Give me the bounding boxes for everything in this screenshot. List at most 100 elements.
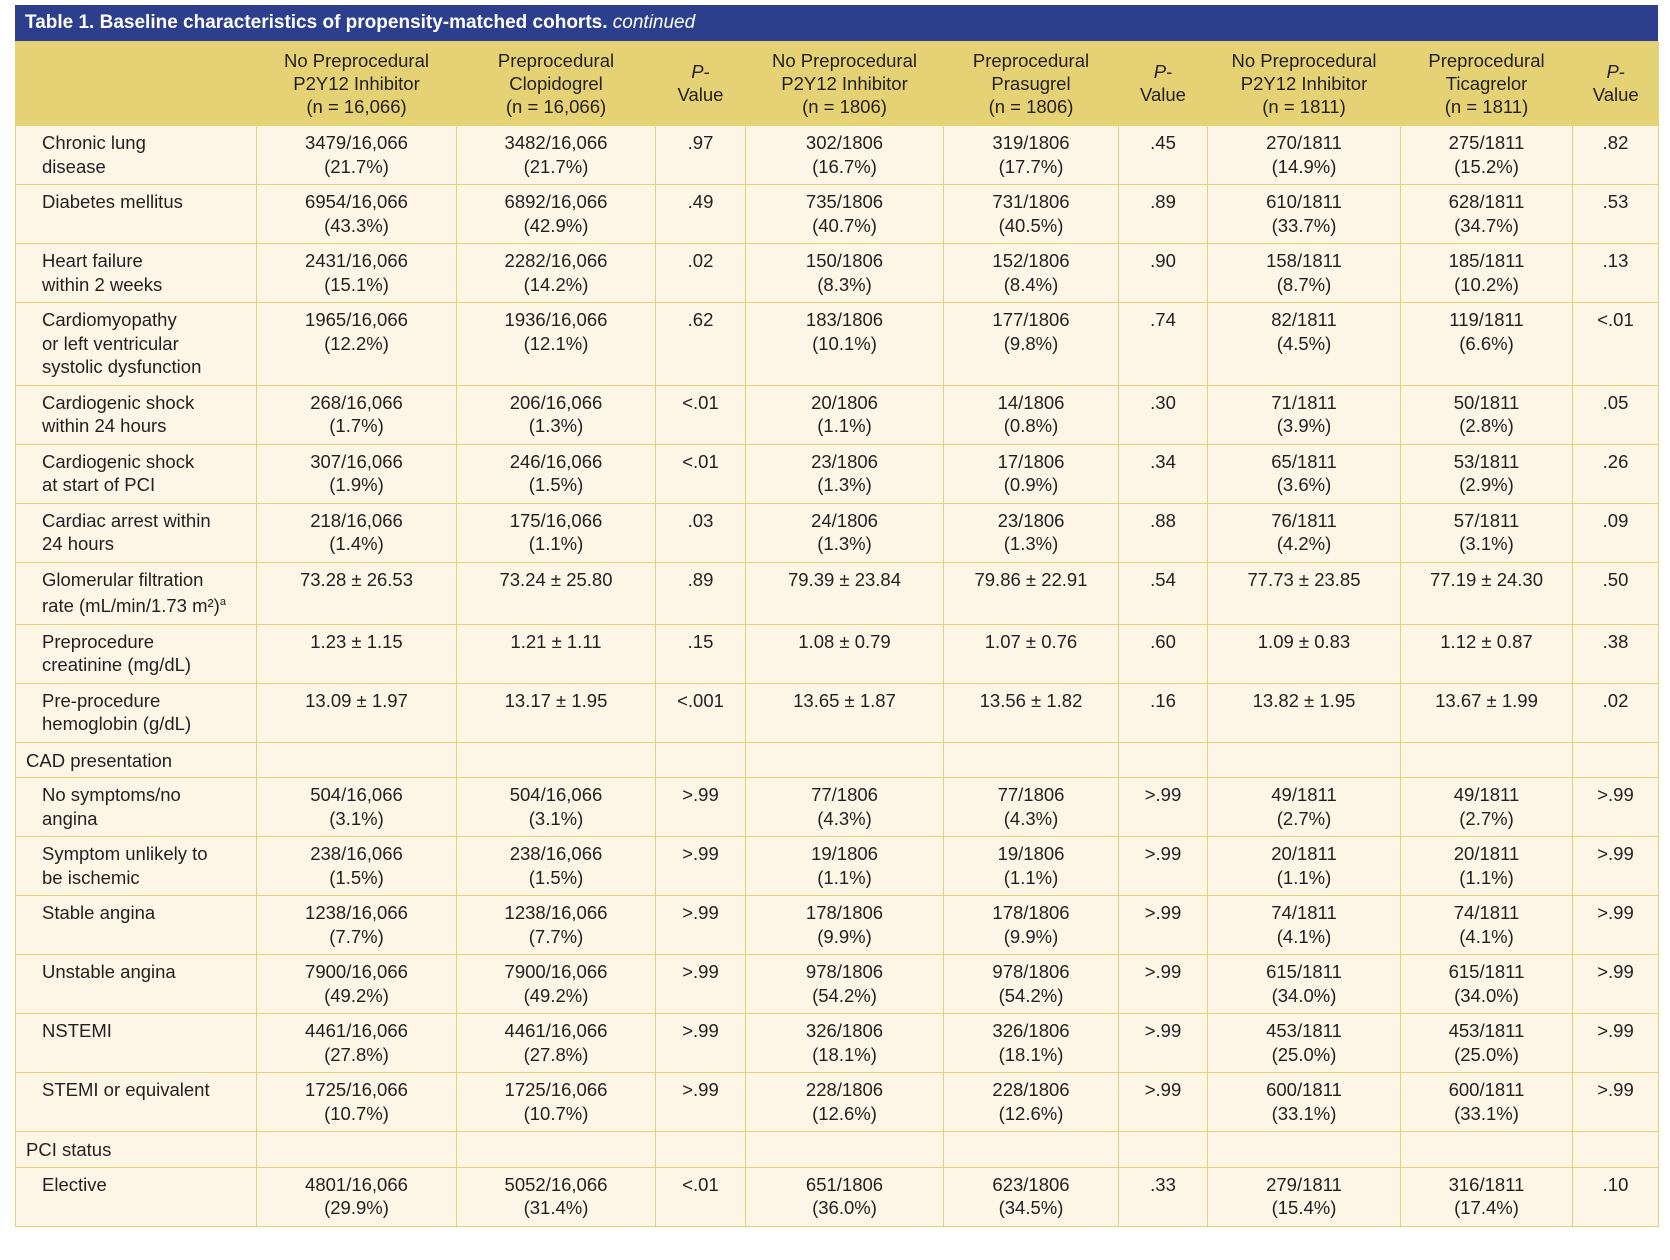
row-label: Cardiomyopathy or left ventricular systo…	[15, 302, 257, 386]
value-cell: 1965/16,066 (12.2%)	[256, 302, 457, 386]
value-cell: 218/16,066 (1.4%)	[256, 502, 457, 563]
table-row: Stable angina 1238/16,066 (7.7%) 1238/16,0…	[15, 895, 1659, 956]
value-cell: 24/1806 (1.3%)	[745, 502, 944, 563]
empty-cell	[1207, 1131, 1401, 1168]
value-cell: 73.24 ± 25.80	[456, 561, 656, 625]
value-cell: 158/1811 (8.7%)	[1207, 243, 1401, 303]
value-cell: 82/1811 (4.5%)	[1207, 302, 1401, 386]
row-label: Pre-procedure hemoglobin (g/dL)	[15, 682, 257, 743]
value-cell: 1725/16,066 (10.7%)	[256, 1072, 457, 1133]
value-cell: 7900/16,066 (49.2%)	[456, 954, 656, 1015]
row-label-text: Elective	[42, 1173, 107, 1195]
table-row: No symptoms/no angina 504/16,066 (3.1%) 50…	[15, 777, 1659, 838]
column-header: P- Value	[1118, 41, 1208, 126]
value-cell: 5052/16,066 (31.4%)	[456, 1166, 656, 1227]
p-value-cell: .97	[655, 125, 746, 185]
p-value-cell: >.99	[1118, 954, 1208, 1015]
table-row: Diabetes mellitus 6954/16,066 (43.3%) 6892…	[15, 184, 1659, 244]
value-cell: 307/16,066 (1.9%)	[256, 443, 457, 504]
p-value-cell: .09	[1572, 502, 1659, 563]
section-label: PCI status	[15, 1131, 257, 1168]
value-cell: 504/16,066 (3.1%)	[256, 777, 457, 838]
value-cell: 4461/16,066 (27.8%)	[256, 1013, 457, 1074]
value-cell: 13.56 ± 1.82	[943, 682, 1119, 743]
value-cell: 175/16,066 (1.1%)	[456, 502, 656, 563]
value-cell: 238/16,066 (1.5%)	[456, 836, 656, 897]
row-label: Preprocedure creatinine (mg/dL)	[15, 623, 257, 684]
value-cell: 228/1806 (12.6%)	[745, 1072, 944, 1133]
p-value-cell: .02	[1572, 682, 1659, 743]
value-cell: 6954/16,066 (43.3%)	[256, 184, 457, 244]
value-cell: 13.65 ± 1.87	[745, 682, 944, 743]
table-row: Chronic lung disease 3479/16,066 (21.7%) 3…	[15, 125, 1659, 185]
value-cell: 453/1811 (25.0%)	[1400, 1013, 1573, 1074]
row-label: Glomerular filtration rate (mL/min/1.73 …	[15, 561, 257, 625]
p-value-cell: <.01	[655, 1166, 746, 1227]
row-label: NSTEMI	[15, 1013, 257, 1074]
value-cell: 23/1806 (1.3%)	[745, 443, 944, 504]
row-label: Cardiogenic shock within 24 hours	[15, 384, 257, 445]
value-cell: 77.73 ± 23.85	[1207, 561, 1401, 625]
value-cell: 178/1806 (9.9%)	[745, 895, 944, 956]
p-value-cell: >.99	[1572, 895, 1659, 956]
p-value-cell: >.99	[1118, 1072, 1208, 1133]
row-label: Cardiogenic shock at start of PCI	[15, 443, 257, 504]
empty-cell	[1207, 741, 1401, 779]
value-cell: 275/1811 (15.2%)	[1400, 125, 1573, 185]
value-cell: 610/1811 (33.7%)	[1207, 184, 1401, 244]
row-label: No symptoms/no angina	[15, 777, 257, 838]
empty-cell	[256, 1131, 457, 1168]
p-value-cell: .60	[1118, 623, 1208, 684]
row-label-text: STEMI or equivalent	[42, 1079, 210, 1101]
row-label-text: Glomerular filtration rate (mL/min/1.73 …	[42, 568, 220, 617]
table-title-suffix: continued	[612, 12, 696, 33]
value-cell: 20/1811 (1.1%)	[1400, 836, 1573, 897]
value-cell: 279/1811 (15.4%)	[1207, 1166, 1401, 1227]
value-cell: 1.07 ± 0.76	[943, 623, 1119, 684]
p-value-cell: .13	[1572, 243, 1659, 303]
p-value-cell: .88	[1118, 502, 1208, 563]
column-header: No Preprocedural P2Y12 Inhibitor (n = 18…	[745, 41, 944, 126]
row-label-text: Cardiac arrest within 24 hours	[42, 509, 211, 555]
empty-cell	[1118, 1131, 1208, 1168]
row-label-text: Cardiomyopathy or left ventricular systo…	[42, 309, 202, 377]
column-header: P- Value	[1572, 41, 1659, 126]
p-value-cell: .38	[1572, 623, 1659, 684]
value-cell: 623/1806 (34.5%)	[943, 1166, 1119, 1227]
value-cell: 77/1806 (4.3%)	[745, 777, 944, 838]
p-value-cell: .50	[1572, 561, 1659, 625]
empty-cell	[456, 741, 656, 779]
p-value-cell: .82	[1572, 125, 1659, 185]
row-label-text: Diabetes mellitus	[42, 191, 183, 212]
p-value-cell: .53	[1572, 184, 1659, 244]
p-value-cell: >.99	[1572, 1013, 1659, 1074]
value-cell: 1725/16,066 (10.7%)	[456, 1072, 656, 1133]
p-value-cell: .89	[1118, 184, 1208, 244]
value-cell: 1936/16,066 (12.1%)	[456, 302, 656, 386]
value-cell: 319/1806 (17.7%)	[943, 125, 1119, 185]
row-label: Symptom unlikely to be ischemic	[15, 836, 257, 897]
table-row: NSTEMI 4461/16,066 (27.8%) 4461/16,066 (27…	[15, 1013, 1659, 1074]
value-cell: 978/1806 (54.2%)	[745, 954, 944, 1015]
empty-cell	[1572, 1131, 1659, 1168]
p-value-cell: >.99	[1572, 1072, 1659, 1133]
section-row: CAD presentation	[15, 741, 1659, 779]
table-row: Cardiomyopathy or left ventricular systo…	[15, 302, 1659, 386]
value-cell: 270/1811 (14.9%)	[1207, 125, 1401, 185]
column-header: P- Value	[655, 41, 746, 126]
row-label: Diabetes mellitus	[15, 184, 257, 244]
p-value-cell: .26	[1572, 443, 1659, 504]
empty-cell	[745, 1131, 944, 1168]
column-header: Preprocedural Ticagrelor (n = 1811)	[1400, 41, 1573, 126]
value-cell: 978/1806 (54.2%)	[943, 954, 1119, 1015]
empty-cell	[1118, 741, 1208, 779]
value-cell: 615/1811 (34.0%)	[1400, 954, 1573, 1015]
value-cell: 183/1806 (10.1%)	[745, 302, 944, 386]
table-row: Symptom unlikely to be ischemic 238/16,06…	[15, 836, 1659, 897]
value-cell: 50/1811 (2.8%)	[1400, 384, 1573, 445]
value-cell: 119/1811 (6.6%)	[1400, 302, 1573, 386]
header-blank	[15, 41, 257, 126]
empty-cell	[256, 741, 457, 779]
value-cell: 1238/16,066 (7.7%)	[456, 895, 656, 956]
row-label-text: Cardiogenic shock at start of PCI	[42, 450, 195, 496]
